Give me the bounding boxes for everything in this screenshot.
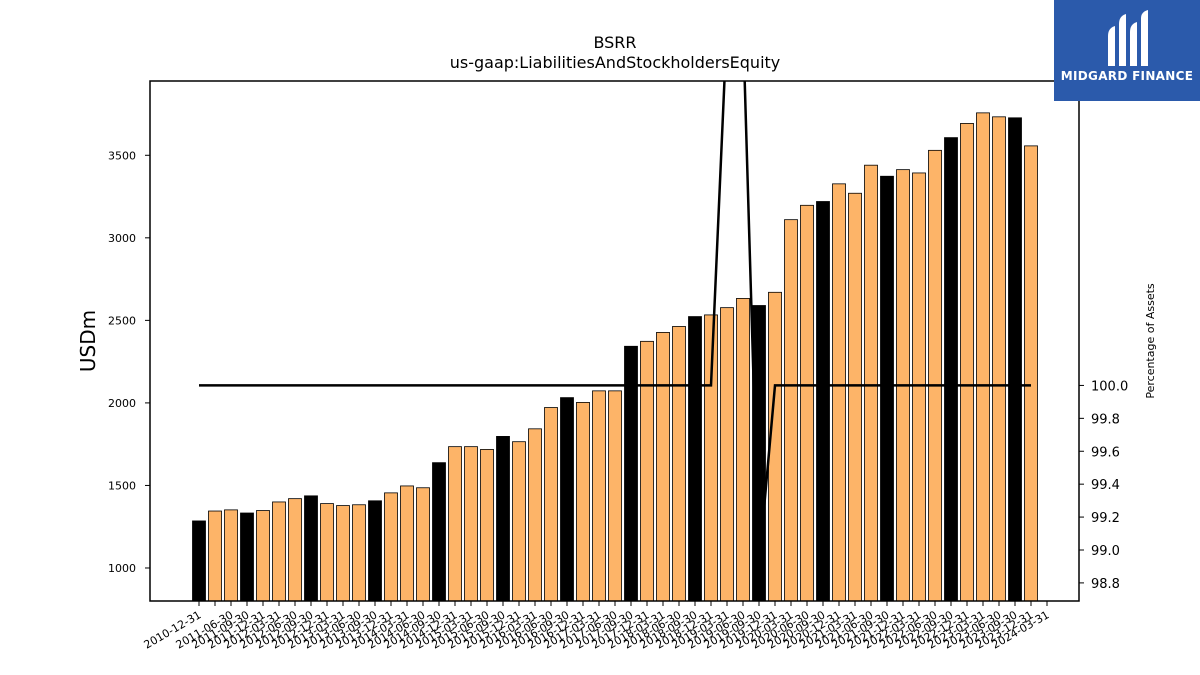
y2-tick-label: 99.2 <box>1091 511 1120 526</box>
bar-2012-06-30 <box>288 498 302 602</box>
bar-2023-03-31 <box>976 112 990 602</box>
bar-2020-12-31 <box>832 183 846 602</box>
bar-2014-12-31 <box>448 446 462 602</box>
bar-2014-09-30 <box>432 462 446 602</box>
bar-2014-03-31 <box>400 485 414 602</box>
y-axis-label: USDm <box>76 310 100 372</box>
y-tick-label: 1000 <box>108 562 136 575</box>
bar-2019-06-30 <box>736 298 750 602</box>
bar-2018-06-30 <box>672 326 686 602</box>
bar-2015-12-31 <box>512 441 526 602</box>
bar-2017-12-31 <box>640 340 654 602</box>
bar-2023-12-31 <box>1024 145 1038 602</box>
brand-logo: MIDGARD FINANCE <box>1054 0 1200 101</box>
bar-2023-06-30 <box>992 116 1006 602</box>
bar-2013-06-30 <box>352 504 366 602</box>
bar-2020-06-30 <box>800 204 814 602</box>
bar-2022-12-31 <box>960 123 974 602</box>
bar-2015-06-30 <box>480 449 494 602</box>
bar-2021-06-30 <box>864 164 878 602</box>
y2-tick-label: 99.6 <box>1091 445 1120 460</box>
bar-2018-09-30 <box>688 316 702 602</box>
bar-2017-06-30 <box>608 390 622 602</box>
bar-2017-03-31 <box>592 390 606 602</box>
bar-2011-03-31 <box>208 510 222 602</box>
bar-2022-06-30 <box>928 149 942 602</box>
y2-tick-label: 99.8 <box>1091 412 1120 427</box>
percentage-line <box>199 81 1031 565</box>
y-tick-label: 3500 <box>108 149 136 162</box>
bar-2011-09-30 <box>240 512 254 602</box>
bar-2012-09-30 <box>304 495 318 602</box>
y2-axis-label: Percentage of Assets <box>1144 283 1157 399</box>
y-axis-left: 1000 1500 2000 2500 3000 3500 <box>108 149 150 575</box>
bar-2021-03-31 <box>848 192 862 602</box>
percentage-line-group <box>199 81 1031 565</box>
y2-tick-label: 100.0 <box>1091 379 1128 394</box>
bar-2016-03-31 <box>528 428 542 602</box>
y2-tick-label: 99.4 <box>1091 478 1120 493</box>
bar-2020-03-31 <box>784 219 798 602</box>
bar-2015-03-31 <box>464 446 478 602</box>
bar-2016-09-30 <box>560 397 574 602</box>
chart-title: BSRR <box>593 33 637 52</box>
bar-2014-06-30 <box>416 487 430 602</box>
bar-2015-09-30 <box>496 436 510 602</box>
bar-2010-12-31 <box>192 520 206 602</box>
bar-2022-09-30 <box>944 137 958 602</box>
bar-2013-12-31 <box>384 492 398 602</box>
y-axis-right: 98.8 99.0 99.2 99.4 99.6 99.8 100.0 <box>1079 379 1128 592</box>
y-tick-label: 3000 <box>108 232 136 245</box>
bars-group <box>192 112 1038 602</box>
y-tick-label: 2000 <box>108 397 136 410</box>
bar-2022-03-31 <box>912 172 926 602</box>
bar-2023-09-30 <box>1008 117 1022 602</box>
logo-text: MIDGARD FINANCE <box>1060 69 1194 83</box>
bar-2013-09-30 <box>368 500 382 602</box>
bar-2016-06-30 <box>544 407 558 602</box>
bar-2012-03-31 <box>272 501 286 602</box>
bar-2013-03-31 <box>336 505 350 602</box>
y2-tick-label: 98.8 <box>1091 577 1120 592</box>
y2-tick-label: 99.0 <box>1091 544 1120 559</box>
bar-2016-12-31 <box>576 402 590 602</box>
y-tick-label: 1500 <box>108 479 136 492</box>
bar-2021-09-30 <box>880 175 894 602</box>
bar-2020-09-30 <box>816 201 830 602</box>
bar-2011-12-31 <box>256 510 270 602</box>
x-axis: 2010-12-312011-06-302011-09-302011-12-31… <box>142 601 1052 652</box>
bar-2012-12-31 <box>320 503 334 602</box>
bar-2011-06-30 <box>224 509 238 602</box>
bar-2019-03-31 <box>720 307 734 602</box>
chart-subtitle: us-gaap:LiabilitiesAndStockholdersEquity <box>449 53 781 72</box>
y-tick-label: 2500 <box>108 314 136 327</box>
bar-2018-03-31 <box>656 332 670 602</box>
midgard-logo-icon <box>1108 10 1148 66</box>
